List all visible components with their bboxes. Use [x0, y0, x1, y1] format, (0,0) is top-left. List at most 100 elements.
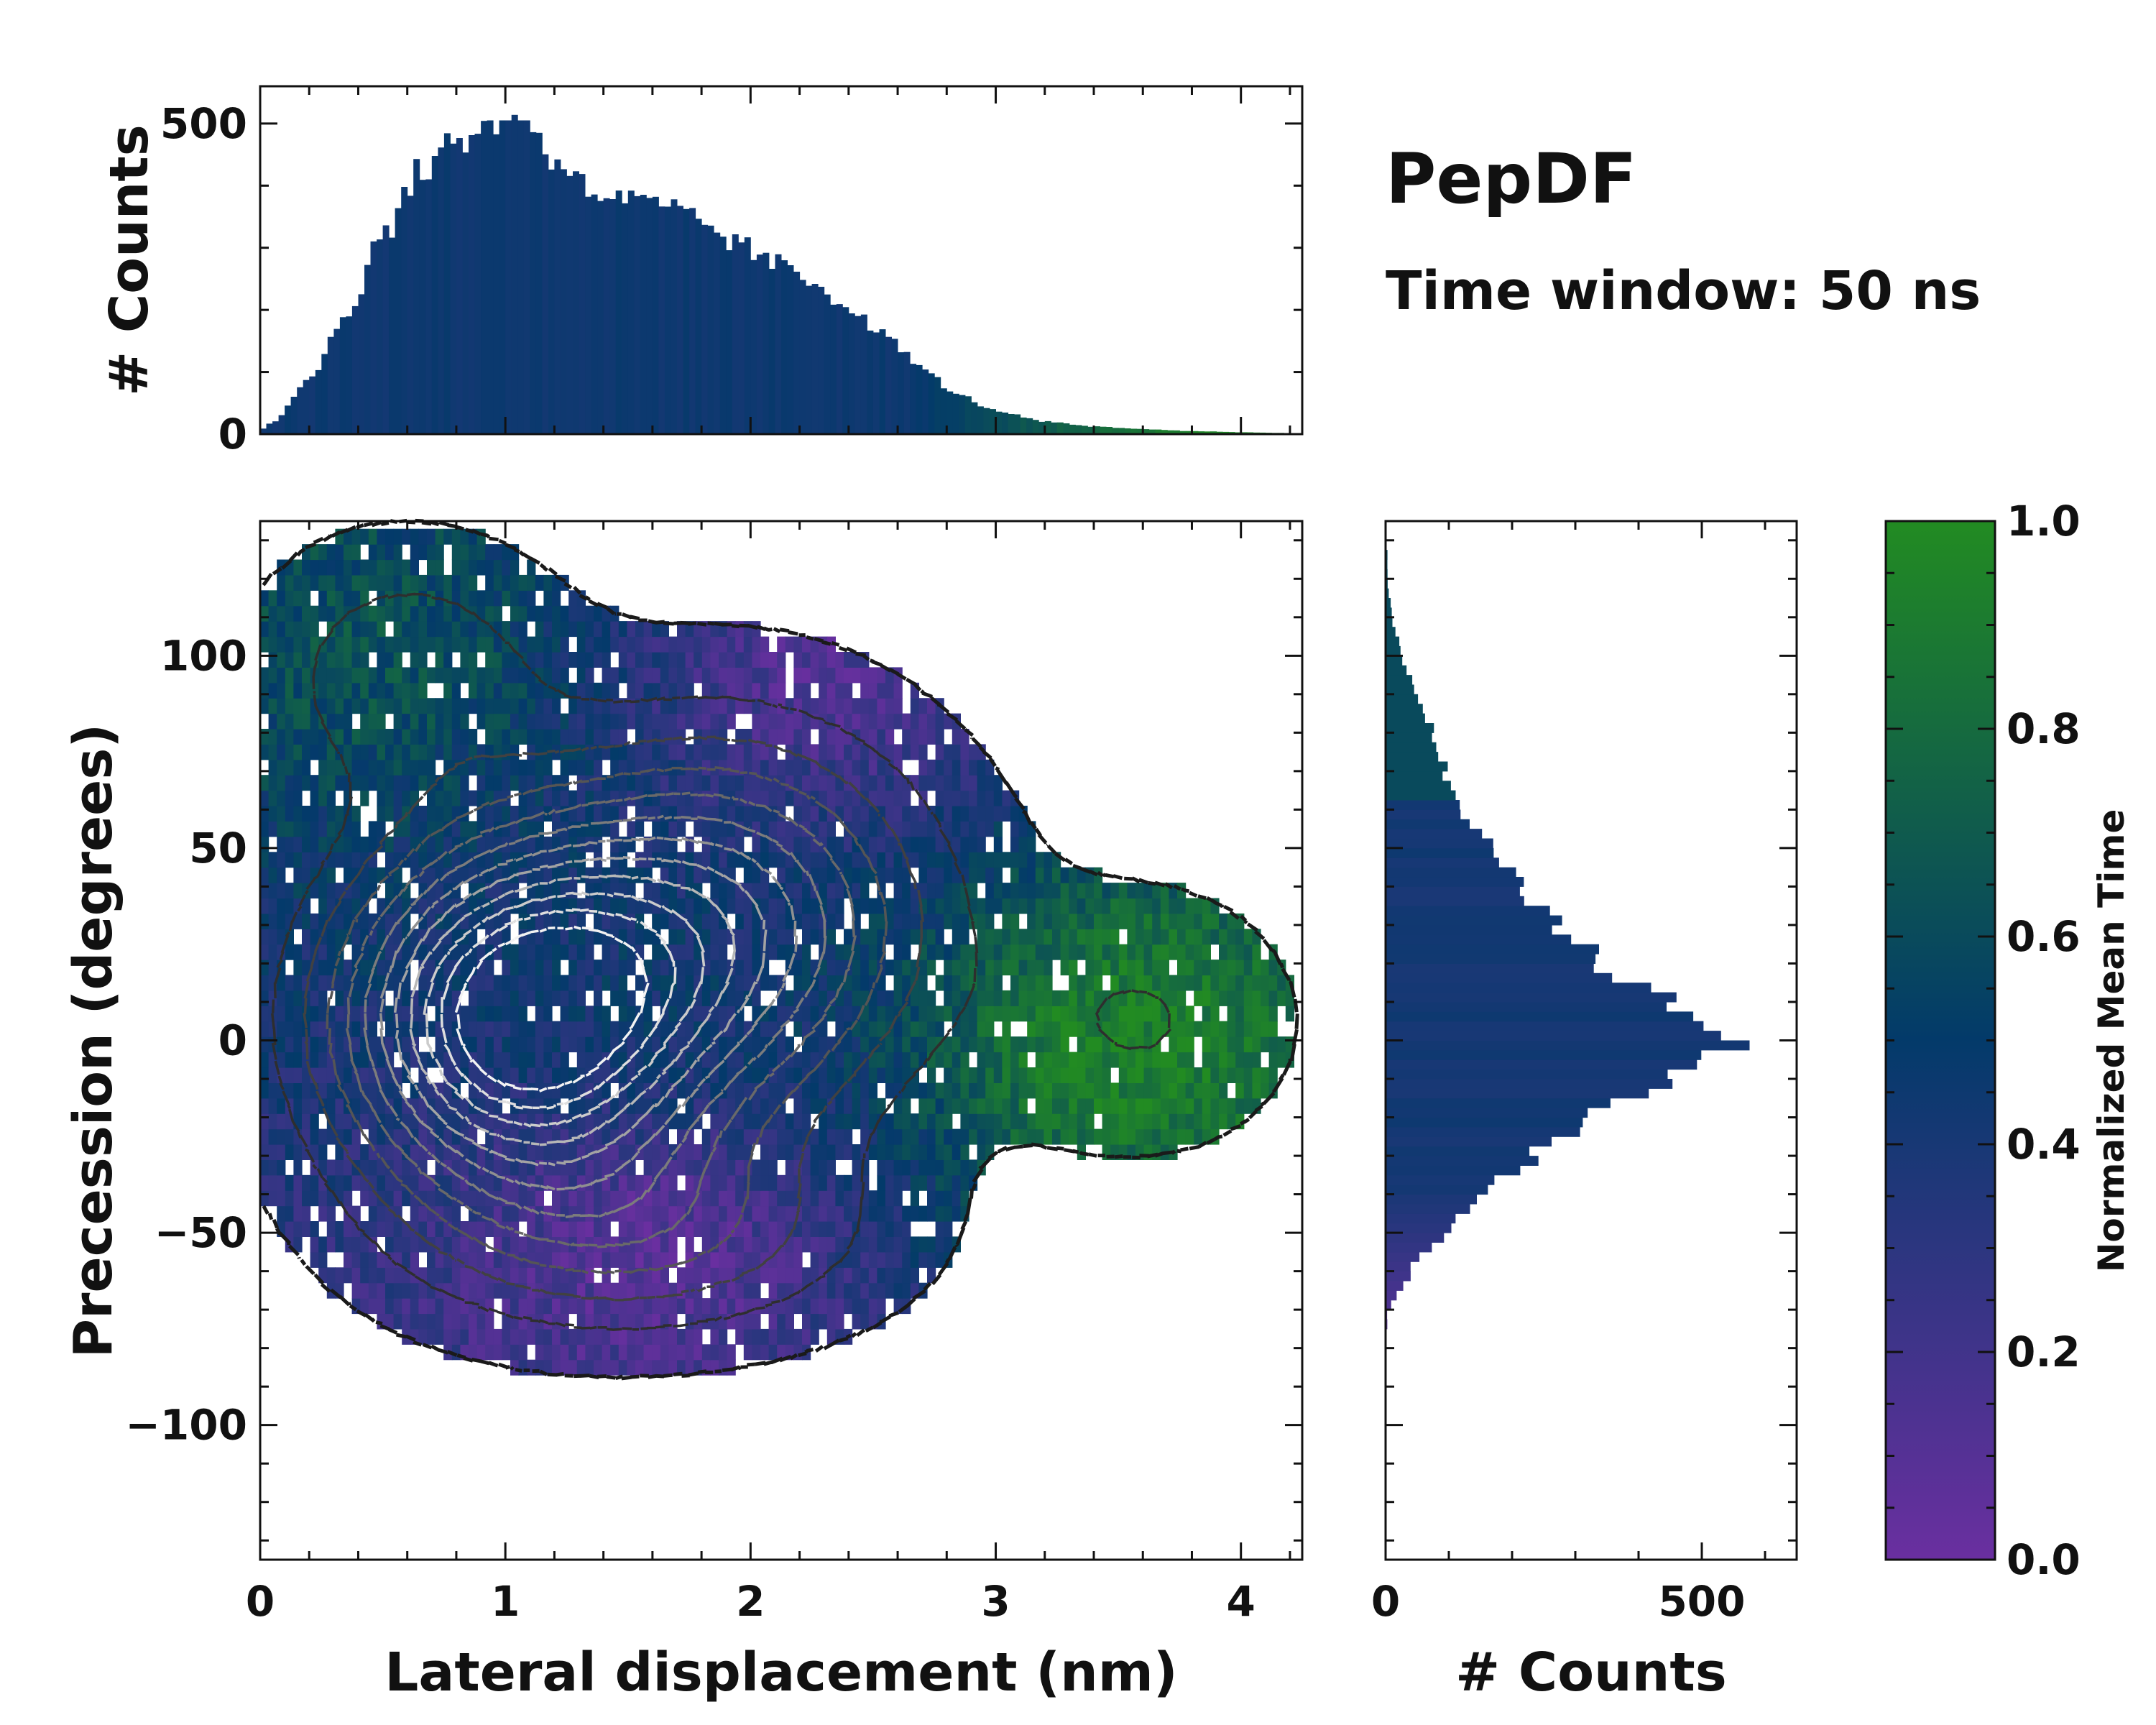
heatmap-cell	[635, 636, 645, 653]
heatmap-cell	[402, 1098, 411, 1114]
heatmap-cell	[326, 867, 336, 883]
heatmap-cell	[777, 1006, 786, 1022]
heatmap-cell	[268, 590, 277, 607]
heatmap-cell	[618, 1282, 627, 1299]
top-histogram-bar	[1063, 423, 1070, 434]
heatmap-cell	[393, 1221, 402, 1237]
heatmap-cell	[935, 1052, 944, 1068]
heatmap-cell	[844, 1052, 853, 1068]
heatmap-cell	[268, 1082, 277, 1099]
heatmap-cell	[576, 621, 586, 638]
heatmap-cell	[535, 1267, 544, 1284]
heatmap-cell	[760, 852, 770, 868]
heatmap-cell	[760, 1113, 770, 1130]
heatmap-cell	[785, 1128, 794, 1145]
heatmap-cell	[660, 1128, 669, 1145]
heatmap-cell	[1185, 898, 1194, 914]
heatmap-cell	[402, 713, 411, 730]
heatmap-cell	[368, 867, 377, 883]
heatmap-cell	[826, 744, 836, 760]
heatmap-cell	[443, 574, 453, 591]
heatmap-cell	[576, 929, 586, 945]
heatmap-cell	[810, 913, 819, 929]
heatmap-cell	[460, 590, 469, 607]
heatmap-cell	[435, 1251, 444, 1268]
heatmap-cell	[627, 1174, 636, 1191]
heatmap-cell	[1027, 960, 1036, 976]
heatmap-cell	[335, 574, 344, 591]
heatmap-cell	[694, 1267, 703, 1284]
heatmap-cell	[627, 1036, 636, 1053]
heatmap-cell	[260, 1067, 270, 1083]
heatmap-cell	[493, 667, 502, 684]
top-histogram-bar	[272, 421, 280, 434]
heatmap-cell	[344, 636, 353, 653]
heatmap-cell	[710, 1082, 719, 1099]
heatmap-cell	[1169, 1052, 1178, 1068]
top-histogram-bar	[977, 406, 984, 434]
heatmap-cell	[885, 867, 895, 883]
heatmap-cell	[576, 913, 586, 929]
heatmap-cell	[877, 913, 886, 929]
heatmap-cell	[568, 1359, 578, 1376]
heatmap-cell	[677, 1267, 686, 1284]
heatmap-cell	[476, 1344, 486, 1361]
heatmap-cell	[318, 698, 328, 714]
heatmap-cell	[701, 1236, 711, 1253]
heatmap-cell	[368, 1159, 377, 1176]
heatmap-cell	[485, 574, 494, 591]
heatmap-cell	[852, 729, 861, 745]
heatmap-cell	[1002, 1052, 1011, 1068]
heatmap-cell	[460, 821, 469, 837]
heatmap-cell	[518, 1144, 528, 1160]
heatmap-cell	[643, 621, 653, 638]
heatmap-cell	[910, 1006, 919, 1022]
heatmap-cell	[527, 790, 536, 806]
heatmap-cell	[568, 960, 578, 976]
heatmap-cell	[927, 929, 936, 945]
heatmap-cell	[535, 775, 544, 791]
heatmap-cell	[1118, 883, 1128, 899]
heatmap-cell	[760, 883, 770, 899]
heatmap-cell	[677, 636, 686, 653]
heatmap-cell	[518, 1159, 528, 1176]
heatmap-cell	[752, 1036, 761, 1053]
heatmap-cell	[985, 883, 995, 899]
heatmap-cell	[1094, 1021, 1103, 1037]
heatmap-cell	[935, 944, 944, 960]
heatmap-cell	[844, 1221, 853, 1237]
heatmap-cell	[935, 836, 944, 852]
heatmap-cell	[960, 929, 969, 945]
heatmap-cell	[910, 698, 919, 714]
heatmap-cell	[502, 559, 511, 576]
heatmap-cell	[1177, 1006, 1187, 1022]
heatmap-cell	[502, 929, 511, 945]
heatmap-cell	[719, 1006, 728, 1022]
heatmap-cell	[594, 1128, 603, 1145]
heatmap-cell	[268, 1174, 277, 1191]
heatmap-cell	[660, 1082, 669, 1099]
heatmap-cell	[910, 990, 919, 1006]
heatmap-cell	[393, 698, 402, 714]
heatmap-cell	[585, 867, 594, 883]
heatmap-cell	[835, 667, 844, 684]
heatmap-cell	[535, 1021, 544, 1037]
heatmap-cell	[377, 960, 386, 976]
contour-level	[379, 836, 798, 1191]
heatmap-cell	[743, 852, 752, 868]
heatmap-cell	[1127, 883, 1136, 899]
heatmap-cell	[610, 1159, 619, 1176]
heatmap-cell	[260, 975, 270, 991]
heatmap-cell	[852, 990, 861, 1006]
heatmap-cell	[835, 1205, 844, 1222]
heatmap-cell	[902, 1144, 911, 1160]
heatmap-cell	[868, 1267, 877, 1284]
heatmap-cell	[785, 1006, 794, 1022]
heatmap-cell	[302, 590, 311, 607]
heatmap-cell	[768, 713, 778, 730]
heatmap-cell	[576, 975, 586, 991]
heatmap-cell	[560, 1036, 569, 1053]
heatmap-cell	[552, 652, 561, 668]
